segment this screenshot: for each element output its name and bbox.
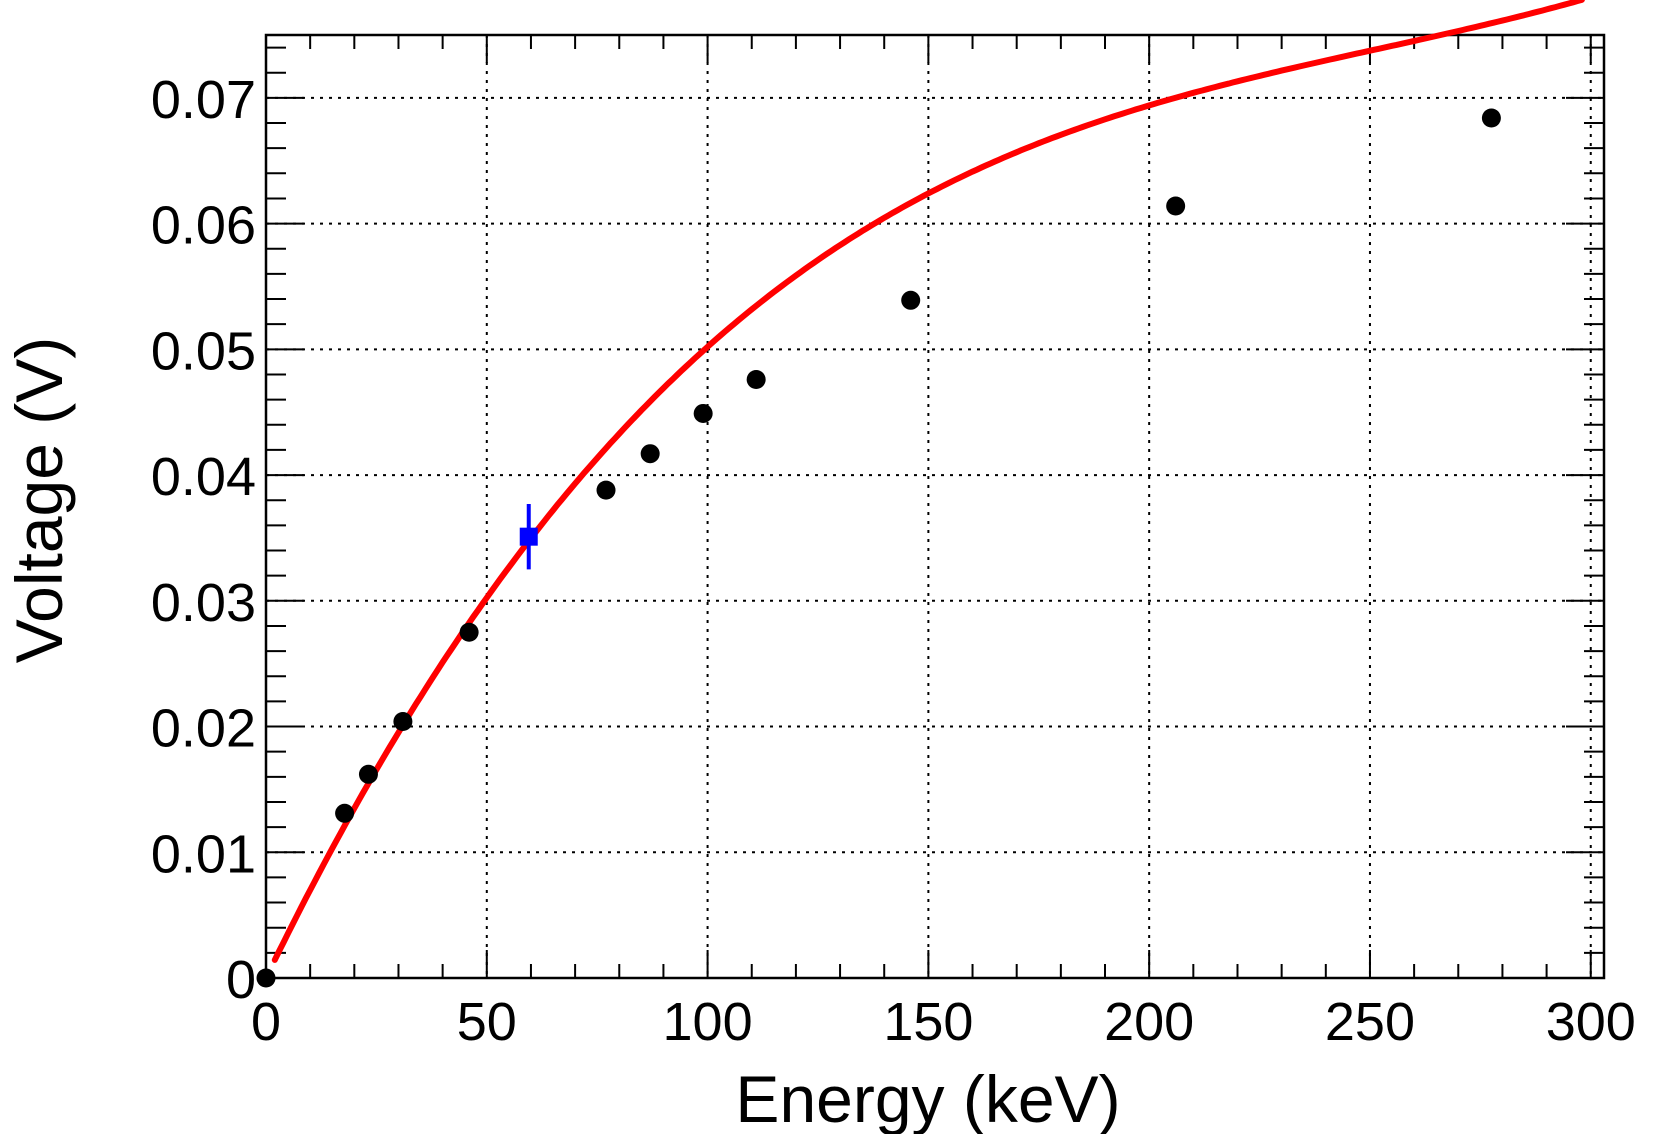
x-tick-label: 50 xyxy=(457,992,517,1052)
plot-frame xyxy=(264,33,1606,980)
data-point xyxy=(459,622,479,642)
x-tick-label: 150 xyxy=(883,992,973,1052)
x-tick-label: 300 xyxy=(1546,992,1636,1052)
x-tick-label: 250 xyxy=(1325,992,1415,1052)
fit-curve xyxy=(271,0,1585,963)
y-tick-label: 0.03 xyxy=(151,573,256,633)
y-tick-label: 0.02 xyxy=(151,699,256,759)
y-tick-label: 0.04 xyxy=(151,447,256,507)
y-tick-label: 0.05 xyxy=(151,321,256,381)
data-point xyxy=(640,444,660,464)
data-point xyxy=(901,290,921,310)
y-tick-label: 0 xyxy=(226,950,256,1010)
data-point-layer xyxy=(256,108,1501,988)
y-tick-labels: 0 0.01 0.02 0.03 0.04 0.05 0.06 0.07 xyxy=(151,70,256,1010)
data-point xyxy=(746,370,766,390)
data-point xyxy=(1481,108,1501,128)
x-tick-labels: 0 50 100 150 200 250 300 xyxy=(251,992,1636,1052)
data-point xyxy=(335,803,355,823)
y-axis-title: Voltage (V) xyxy=(2,337,76,664)
x-tick-label: 0 xyxy=(251,992,281,1052)
data-point xyxy=(693,403,713,423)
data-point xyxy=(358,764,378,784)
data-point xyxy=(596,480,616,500)
grid xyxy=(266,35,1604,978)
axis-ticks xyxy=(265,35,1604,979)
x-axis-title: Energy (keV) xyxy=(735,1062,1120,1134)
y-tick-label: 0.07 xyxy=(151,70,256,130)
x-tick-label: 200 xyxy=(1104,992,1194,1052)
fit-curve-layer xyxy=(271,0,1585,963)
data-point xyxy=(256,968,276,988)
y-tick-label: 0.01 xyxy=(151,824,256,884)
data-point-square xyxy=(519,527,538,546)
x-tick-label: 100 xyxy=(663,992,753,1052)
y-tick-label: 0.06 xyxy=(151,196,256,256)
data-point xyxy=(393,712,413,732)
data-point xyxy=(1166,196,1186,216)
